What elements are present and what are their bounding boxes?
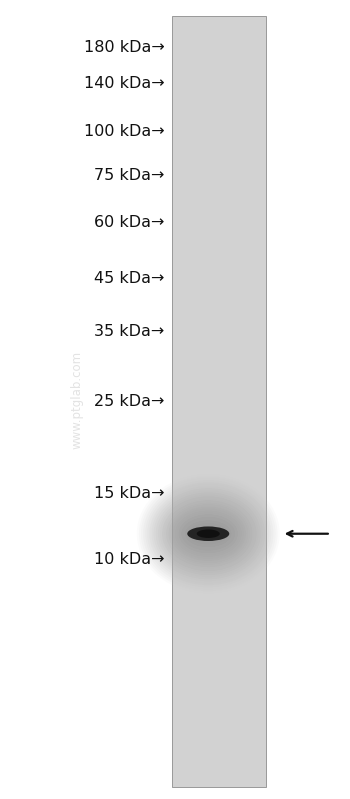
Text: www.ptglab.com: www.ptglab.com bbox=[70, 351, 84, 448]
Ellipse shape bbox=[177, 512, 240, 555]
Ellipse shape bbox=[187, 527, 229, 541]
Ellipse shape bbox=[143, 480, 273, 587]
Text: 180 kDa→: 180 kDa→ bbox=[84, 41, 164, 55]
Text: 140 kDa→: 140 kDa→ bbox=[84, 77, 164, 91]
Text: 15 kDa→: 15 kDa→ bbox=[94, 487, 164, 501]
Ellipse shape bbox=[139, 476, 278, 591]
Ellipse shape bbox=[154, 491, 263, 577]
Ellipse shape bbox=[156, 492, 261, 575]
Ellipse shape bbox=[158, 495, 259, 573]
Ellipse shape bbox=[162, 499, 254, 569]
Ellipse shape bbox=[187, 523, 229, 545]
Ellipse shape bbox=[149, 487, 267, 581]
Text: 45 kDa→: 45 kDa→ bbox=[94, 271, 164, 285]
Ellipse shape bbox=[183, 519, 233, 549]
Ellipse shape bbox=[147, 484, 269, 583]
Ellipse shape bbox=[175, 511, 242, 557]
Ellipse shape bbox=[181, 516, 236, 551]
Ellipse shape bbox=[168, 504, 248, 563]
Bar bbox=[172, 16, 266, 787]
Ellipse shape bbox=[145, 483, 271, 585]
Text: 75 kDa→: 75 kDa→ bbox=[94, 169, 164, 183]
Ellipse shape bbox=[164, 500, 252, 567]
Ellipse shape bbox=[173, 508, 244, 559]
Ellipse shape bbox=[170, 507, 246, 561]
Ellipse shape bbox=[166, 503, 250, 565]
Text: 35 kDa→: 35 kDa→ bbox=[94, 324, 164, 339]
Text: 25 kDa→: 25 kDa→ bbox=[94, 395, 164, 409]
Ellipse shape bbox=[179, 515, 238, 553]
Ellipse shape bbox=[160, 496, 257, 571]
Ellipse shape bbox=[197, 530, 220, 538]
Ellipse shape bbox=[185, 520, 231, 547]
Text: 100 kDa→: 100 kDa→ bbox=[84, 125, 164, 139]
Ellipse shape bbox=[137, 475, 280, 593]
Text: 60 kDa→: 60 kDa→ bbox=[94, 215, 164, 229]
Text: 10 kDa→: 10 kDa→ bbox=[94, 552, 164, 566]
Ellipse shape bbox=[141, 479, 275, 589]
Ellipse shape bbox=[152, 488, 265, 579]
